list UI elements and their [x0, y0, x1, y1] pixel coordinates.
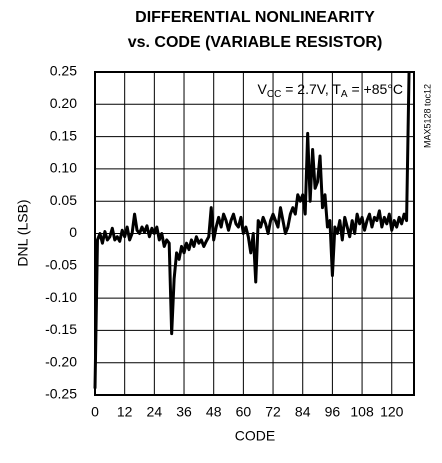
x-tick-label: 108	[350, 404, 374, 420]
x-tick-label: 120	[380, 404, 404, 420]
y-tick-label: -0.15	[45, 321, 77, 337]
y-tick-label: -0.05	[45, 257, 77, 273]
x-tick-label: 60	[236, 404, 252, 420]
y-tick-label: 0.05	[50, 192, 77, 208]
x-tick-label: 84	[295, 404, 311, 420]
y-tick-label: 0.15	[50, 127, 77, 143]
plot-frame	[94, 71, 415, 396]
side-label: MAX5128 toc12	[422, 84, 432, 148]
x-tick-label: 0	[91, 404, 99, 420]
y-tick-label: 0.20	[50, 95, 77, 111]
data-line	[93, 71, 411, 389]
x-axis-label: CODE	[235, 428, 275, 444]
y-tick-label: 0.10	[50, 160, 77, 176]
x-tick-label: 96	[325, 404, 341, 420]
y-tick-label: 0	[69, 224, 77, 240]
annotation: VCC = 2.7V, TA = +85°C	[258, 81, 403, 100]
y-axis-label: DNL (LSB)	[15, 199, 31, 266]
chart-title: DIFFERENTIAL NONLINEARITY	[135, 9, 375, 26]
y-tick-label: -0.20	[45, 353, 77, 369]
x-tick-label: 72	[265, 404, 281, 420]
x-tick-label: 12	[117, 404, 133, 420]
x-tick-label: 24	[147, 404, 163, 420]
y-tick-label: -0.10	[45, 289, 77, 305]
chart-title: vs. CODE (VARIABLE RESISTOR)	[128, 34, 383, 51]
x-tick-label: 48	[206, 404, 222, 420]
y-tick-label: -0.25	[45, 386, 77, 402]
y-tick-label: 0.25	[50, 63, 77, 79]
x-tick-label: 36	[176, 404, 192, 420]
